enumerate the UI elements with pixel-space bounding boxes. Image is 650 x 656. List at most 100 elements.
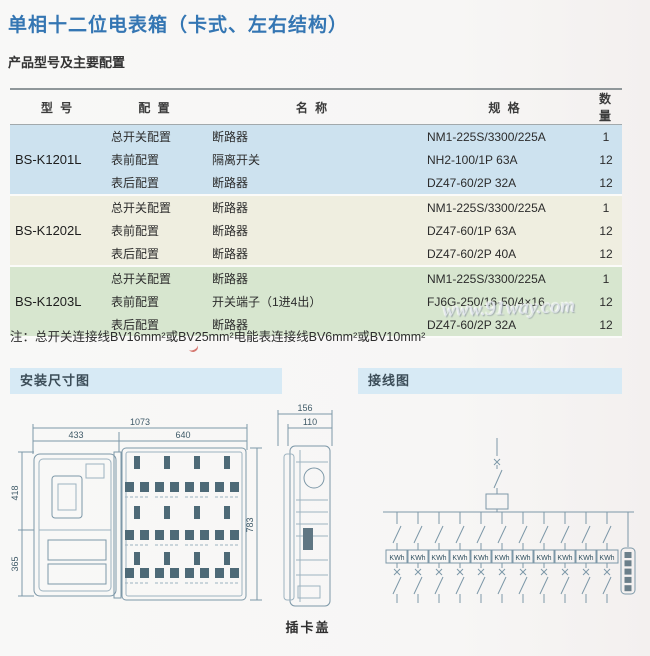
meter-branch: KWh [469,512,493,603]
center-post [113,451,122,599]
table-header-row: 型 号 配 置 名 称 规 格 数 量 [10,88,622,125]
spec-cell: DZ47-60/2P 40A [427,246,517,261]
door-outline [33,453,117,597]
table-row: BS-K1201L 总开关配置 断路器 NM1-225S/3300/225A 1 [10,125,622,168]
table-row: BS-K1203L 总开关配置 断路器 NM1-225S/3300/225A 1 [10,266,622,310]
dim-right-width: 640 [175,430,190,440]
kwh-meter-label: KWh [536,555,551,562]
name-cell: 隔离开关 [212,153,261,167]
wiring-diagram: KWh KWh KWh KWh KWh KWh KWh KWh KWh KWh KWh [383,438,636,603]
kwh-meter-label: KWh [389,555,404,562]
viewing-window [51,475,83,519]
lower-panel-1 [47,539,107,561]
dim-right-height: 783 [245,517,255,532]
qty-cell: 12 [599,294,613,309]
meter-branch: KWh [532,512,556,603]
lower-panel-2 [47,563,107,585]
model-cell: BS-K1201L [15,152,82,167]
meter-branch: KWh [511,512,535,603]
spec-cell: DZ47-60/2P 32A [427,175,517,190]
spec-cell: NM1-225S/3300/225A [427,200,546,215]
main-meter-box [485,493,509,510]
name-cell: 断路器 [212,176,249,190]
col-header-config: 配 置 [105,88,205,125]
kwh-meter-label: KWh [431,555,446,562]
table-row: 表前配置 隔离开关 NH2-100/1P 63A 12 [10,148,622,171]
kwh-meter-label: KWh [578,555,593,562]
door-label-plate [85,463,105,479]
config-cell: 表后配置 [111,318,160,332]
kwh-meter-label: KWh [452,555,467,562]
table-row: 表后配置 断路器 DZ47-60/2P 32A 12 [10,171,622,195]
col-header-name: 名 称 [205,88,420,125]
config-cell: 表后配置 [111,247,160,261]
col-header-qty: 数 量 [590,88,622,125]
col-header-spec: 规 格 [420,88,590,125]
meter-branch: KWh [553,512,577,603]
terminal-strip [620,512,636,595]
table-row: 表后配置 断路器 DZ47-60/2P 32A 12 [10,313,622,337]
meter-panel-details [125,456,239,584]
spec-cell: DZ47-60/2P 32A [427,317,517,332]
table-row: 表前配置 断路器 DZ47-60/1P 63A 12 [10,219,622,242]
config-cell: 总开关配置 [111,130,172,144]
kwh-meter-label: KWh [599,555,614,562]
config-cell: 表前配置 [111,224,160,238]
kwh-meter-label: KWh [410,555,425,562]
qty-cell: 1 [602,200,610,215]
name-cell: 断路器 [212,318,249,332]
meter-branches: KWh KWh KWh KWh KWh KWh KWh KWh KWh KWh KWh [385,512,619,603]
col-header-model: 型 号 [10,88,105,125]
front-view [33,447,247,601]
diagrams-canvas: 1073 433 640 418 365 783 156 [10,403,636,635]
qty-cell: 12 [599,317,613,332]
dim-left-lower-height: 365 [10,556,20,571]
kwh-meter-label: KWh [557,555,572,562]
dim-side-depth: 156 [297,403,312,413]
meter-branch: KWh [406,512,430,603]
qty-cell: 12 [599,152,613,167]
config-table: 型 号 配 置 名 称 规 格 数 量 BS-K1201L 总开关配置 断路器 NM1… [10,88,622,338]
spec-cell: NM1-225S/3300/225A [427,129,546,144]
meter-branch: KWh [385,512,409,603]
config-cell: 总开关配置 [111,272,172,286]
spec-cell: NH2-100/1P 63A [427,152,518,167]
meter-branch: KWh [595,512,619,603]
side-card-slot [303,528,313,550]
meter-branch: KWh [427,512,451,603]
dim-left-width: 433 [68,430,83,440]
table-row: 表前配置 开关端子（1进4出） FJ6G-250/16-50/4×16 12 [10,290,622,313]
meter-branch: KWh [448,512,472,603]
qty-cell: 12 [599,246,613,261]
kwh-meter-label: KWh [494,555,509,562]
side-view: 156 110 插卡盖 [277,403,333,635]
model-cell: BS-K1202L [15,223,82,238]
table-row: BS-K1202L 总开关配置 断路器 NM1-225S/3300/225A 1 [10,195,622,239]
name-cell: 断路器 [212,201,249,215]
name-cell: 断路器 [212,247,249,261]
name-cell: 断路器 [212,272,249,286]
qty-cell: 12 [599,223,613,238]
model-cell: BS-K1203L [15,294,82,309]
name-cell: 断路器 [212,224,249,238]
name-cell: 断路器 [212,130,249,144]
meter-branch: KWh [490,512,514,603]
wiring-note: 注：总开关连接线BV16mm²或BV25mm²电能表连接线BV6mm²或BV10… [10,330,426,344]
side-profile [289,445,331,607]
main-breaker-symbol [485,438,509,512]
spec-cell: FJ6G-250/16-50/4×16 [427,294,545,309]
qty-cell: 1 [602,129,610,144]
model-group: BS-K1203L 总开关配置 断路器 NM1-225S/3300/225A 1 表前配置… [10,266,622,337]
model-group: BS-K1201L 总开关配置 断路器 NM1-225S/3300/225A 1 表前配置… [10,124,622,195]
model-group: BS-K1202L 总开关配置 断路器 NM1-225S/3300/225A 1 表前配置… [10,195,622,266]
spec-cell: NM1-225S/3300/225A [427,271,546,286]
side-knockout [303,467,325,489]
qty-cell: 1 [602,271,610,286]
name-cell: 开关端子（1进4出） [212,295,322,309]
kwh-meter-label: KWh [515,555,530,562]
config-cell: 表前配置 [111,295,160,309]
section-banner-wiring: 接线图 [358,368,622,394]
config-cell: 表前配置 [111,153,160,167]
section-subtitle: 产品型号及主要配置 [8,55,126,70]
config-cell: 表后配置 [111,176,160,190]
